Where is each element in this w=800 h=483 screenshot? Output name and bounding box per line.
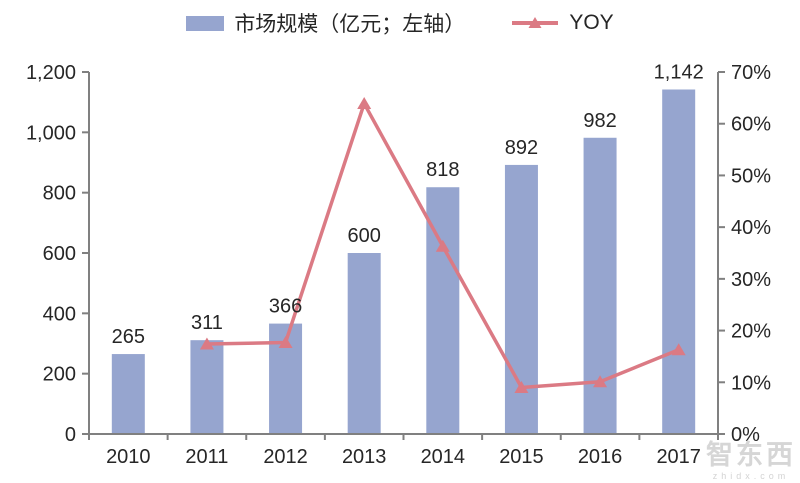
bar-series-label: 市场规模（亿元；左轴） (234, 13, 466, 36)
bar-2013 (347, 253, 381, 434)
line-series-label: YOY (569, 11, 614, 34)
bar-2016 (583, 137, 617, 434)
yoy-marker-2013 (357, 97, 372, 110)
bar-value-label: 366 (269, 296, 302, 318)
right-axis-label: 0% (731, 424, 760, 446)
left-axis-label: 1,000 (26, 122, 76, 144)
right-axis-label: 40% (731, 217, 771, 239)
yoy-markers (199, 97, 686, 393)
watermark-domain: zhidx.com (712, 471, 790, 481)
bar-value-label: 818 (426, 159, 459, 181)
watermark: 智东西 zhidx.com (706, 442, 796, 481)
x-axis-label: 2015 (499, 446, 544, 468)
bar-value-label: 600 (348, 225, 381, 247)
bar-2010 (111, 354, 145, 434)
x-axis-label: 2013 (342, 446, 387, 468)
bar-value-label: 982 (583, 110, 616, 132)
bar-value-labels: 265 311 366 600 818 892 982 1,142 (112, 61, 704, 348)
axes (82, 72, 719, 435)
right-axis-label: 20% (731, 321, 771, 343)
yoy-marker-2016 (593, 375, 608, 388)
bar-value-label: 311 (191, 312, 223, 334)
legend: 市场规模（亿元；左轴） YOY (0, 8, 800, 38)
bar-series (111, 89, 696, 434)
x-axis-label: 2010 (106, 446, 151, 468)
left-axis-label: 200 (43, 364, 76, 386)
yoy-marker-2014 (435, 239, 450, 252)
x-axis-label: 2016 (578, 446, 623, 468)
left-axis-label: 600 (43, 243, 76, 265)
legend-item-yoy: YOY (511, 11, 614, 35)
bar-series-swatch-icon (186, 15, 225, 31)
yoy-marker-2012 (278, 335, 293, 348)
axis-ticks (82, 71, 725, 440)
left-axis-label: 800 (43, 183, 76, 205)
bar-2017 (662, 89, 696, 434)
right-axis-label: 30% (731, 269, 771, 291)
line-series-icon (512, 17, 559, 28)
left-axis-label: 400 (43, 303, 76, 325)
bar-value-label: 1,142 (654, 61, 704, 83)
left-axis-label: 0 (65, 424, 76, 446)
right-axis-label: 50% (731, 165, 771, 187)
bar-2011 (190, 340, 224, 434)
bar-2015 (504, 164, 538, 434)
bar-value-label: 892 (505, 137, 538, 159)
left-axis-label: 1,200 (26, 62, 76, 84)
right-axis-label: 10% (731, 372, 771, 394)
yoy-marker-2011 (199, 337, 214, 350)
right-axis-label: 70% (731, 62, 771, 84)
legend-item-market-size: 市场规模（亿元；左轴） (186, 8, 465, 38)
x-axis-label: 2017 (656, 446, 701, 468)
x-axis-label: 2011 (185, 446, 228, 468)
bar-value-label: 265 (112, 326, 145, 348)
watermark-logo: 智东西 (706, 440, 796, 470)
x-axis-label: 2014 (421, 446, 466, 468)
right-axis-label: 60% (731, 114, 771, 136)
x-axis-label: 2012 (263, 446, 308, 468)
yoy-marker-2015 (514, 380, 529, 393)
axis-labels: 0 200 400 600 800 1,000 1,200 0% 10% 20% 30% 40% 50%… (26, 62, 771, 468)
yoy-marker-2017 (671, 343, 686, 356)
